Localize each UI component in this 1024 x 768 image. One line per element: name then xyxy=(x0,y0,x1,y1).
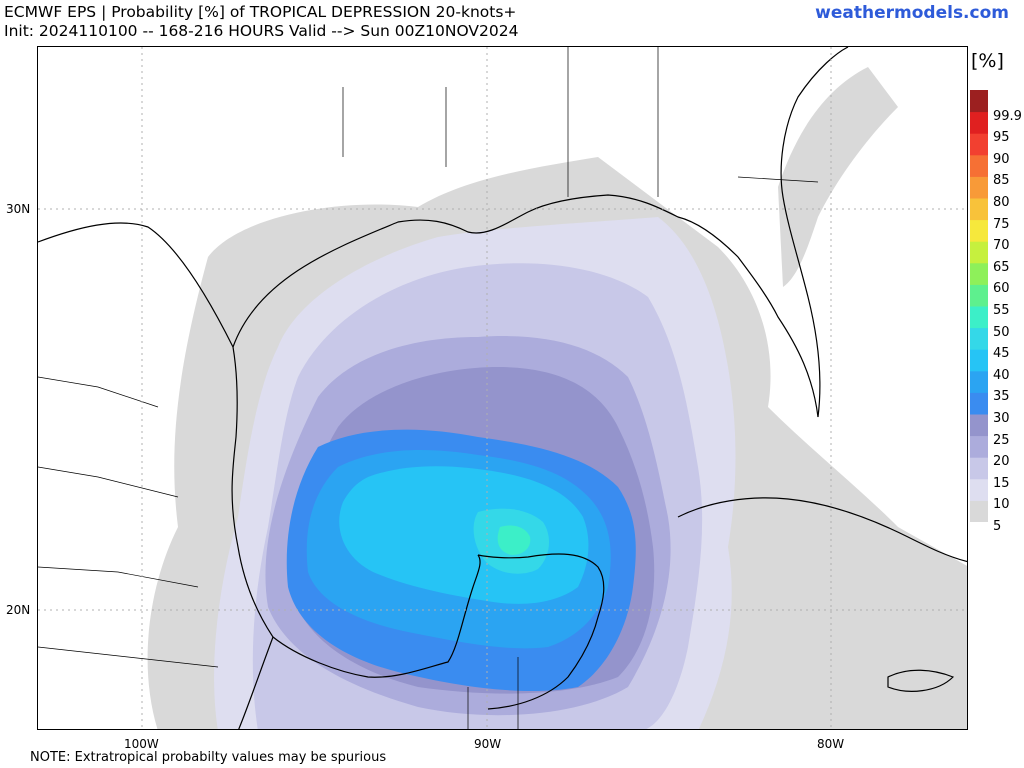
us-north-gulf-coast xyxy=(232,194,819,418)
legend-swatch xyxy=(970,219,988,242)
legend-level-label: 50 xyxy=(993,324,1010,340)
legend-level-label: 5 xyxy=(993,519,1002,534)
lat-lon-grid xyxy=(38,47,967,729)
legend-level-label: 75 xyxy=(993,216,1010,232)
prob-5-florida-east xyxy=(778,67,898,287)
title-line-product: ECMWF EPS | Probability [%] of TROPICAL … xyxy=(4,3,517,21)
legend-level-label: 20 xyxy=(993,454,1010,470)
legend-swatch xyxy=(970,198,988,221)
legend-swatch xyxy=(970,392,988,415)
legend-swatch xyxy=(970,435,988,458)
legend-swatch xyxy=(970,133,988,156)
lat-label-20n: 20N xyxy=(6,603,31,617)
mexico-state-borders xyxy=(38,376,219,668)
legend-swatch xyxy=(970,327,988,350)
legend-level-label: 99.9 xyxy=(993,108,1022,124)
legend-level-label: 10 xyxy=(993,497,1010,513)
footnote: NOTE: Extratropical probabilty values ma… xyxy=(30,750,387,765)
legend-level-label: 80 xyxy=(993,195,1010,210)
legend-swatch xyxy=(970,370,988,393)
legend-swatch xyxy=(970,241,988,264)
legend-level-label: 55 xyxy=(993,303,1010,318)
legend-level-label: 95 xyxy=(993,130,1010,146)
legend-level-label: 60 xyxy=(993,281,1010,297)
jamaica-outline xyxy=(887,669,955,692)
probability-shading xyxy=(147,67,967,729)
florida-east-coast xyxy=(780,47,849,418)
cuba-outline xyxy=(677,497,967,563)
legend-swatch xyxy=(970,414,988,437)
us-gulf-coast xyxy=(38,222,481,678)
legend-level-label: 35 xyxy=(993,389,1010,405)
mexico-south-coast xyxy=(238,636,274,729)
coastlines xyxy=(38,47,967,729)
lat-label-30n: 30N xyxy=(6,202,31,216)
legend-level-label: 70 xyxy=(993,238,1010,254)
legend-unit: [%] xyxy=(971,50,1004,72)
legend-swatch xyxy=(970,262,988,285)
legend-level-label: 30 xyxy=(993,411,1010,426)
lon-label-100w: 100W xyxy=(124,737,159,751)
legend-level-label: 25 xyxy=(993,432,1010,448)
yucatan-coast xyxy=(477,553,605,710)
legend-swatch xyxy=(970,457,988,480)
probability-map xyxy=(37,46,968,730)
legend-swatch xyxy=(970,284,988,307)
political-borders xyxy=(38,47,819,729)
legend-swatch xyxy=(970,478,988,501)
legend-swatch xyxy=(970,154,988,177)
lon-label-90w: 90W xyxy=(474,737,502,751)
map-canvas xyxy=(38,47,967,729)
legend-swatch xyxy=(970,500,988,522)
legend-level-label: 15 xyxy=(993,475,1010,491)
map-title: ECMWF EPS | Probability [%] of TROPICAL … xyxy=(4,3,518,41)
legend-swatch xyxy=(970,176,988,199)
legend-level-label: 45 xyxy=(993,346,1010,362)
legend-swatch xyxy=(970,349,988,372)
title-line-init-valid: Init: 2024110100 -- 168-216 HOURS Valid … xyxy=(4,22,519,40)
prob-50-region xyxy=(497,525,531,555)
legend-level-label: 90 xyxy=(993,151,1010,167)
lon-label-80w: 80W xyxy=(817,737,845,751)
brand-link[interactable]: weathermodels.com xyxy=(815,3,1009,23)
legend-level-label: 85 xyxy=(993,173,1010,189)
legend-level-label: 40 xyxy=(993,367,1010,383)
central-america-borders xyxy=(467,657,519,729)
legend-level-label: 65 xyxy=(993,259,1010,275)
legend-swatch xyxy=(970,306,988,329)
legend-swatch xyxy=(970,90,988,113)
us-state-borders xyxy=(342,47,819,197)
legend-swatch xyxy=(970,111,988,134)
legend-colorbar xyxy=(970,90,988,522)
